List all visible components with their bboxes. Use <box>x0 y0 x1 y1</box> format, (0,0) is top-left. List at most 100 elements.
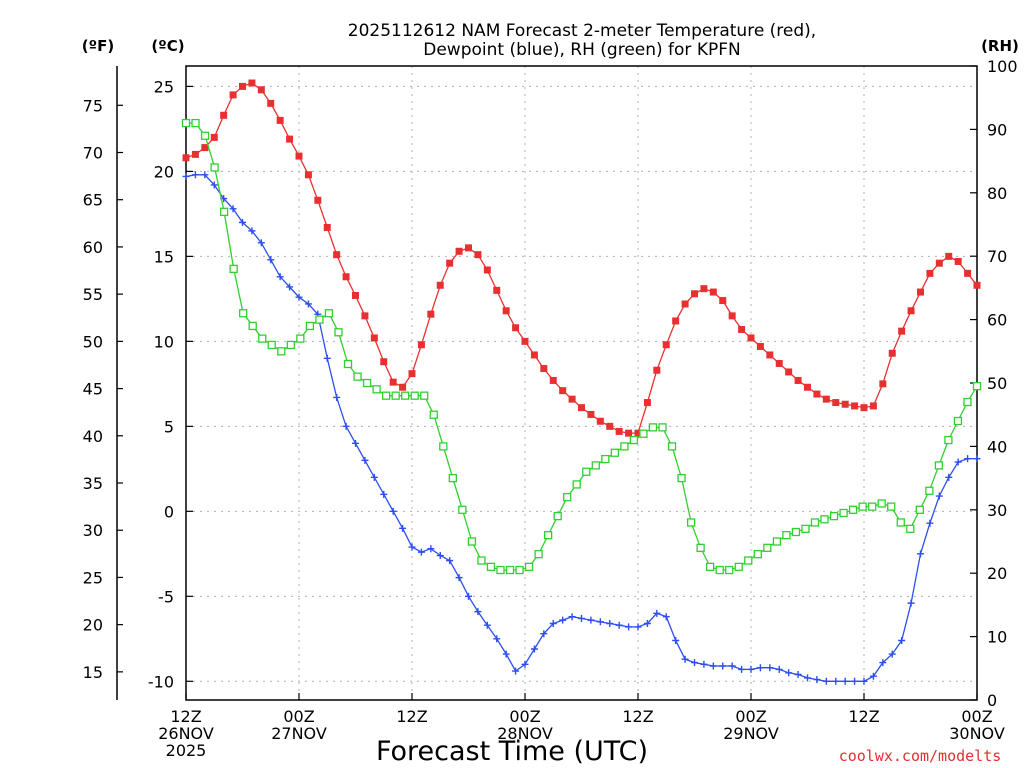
x-tick-label: 00Z <box>961 707 992 726</box>
dewpoint-point <box>286 283 294 291</box>
temperature-point <box>945 252 953 260</box>
rh-point <box>629 435 639 445</box>
temperature-point <box>738 325 746 333</box>
temperature-point <box>304 171 312 179</box>
rh-point <box>620 442 629 451</box>
rh-tick-label: 30 <box>987 501 1007 520</box>
rh-point <box>772 537 782 546</box>
rh-point <box>906 524 915 533</box>
rh-point <box>458 505 467 514</box>
dewpoint-point <box>832 677 840 685</box>
rh-point <box>553 511 562 521</box>
temperature-point <box>521 337 529 345</box>
temperature-point <box>709 288 717 296</box>
rh-point <box>200 131 210 140</box>
rh-point <box>296 334 305 343</box>
temperature-point <box>417 341 425 349</box>
fahrenheit-unit-label: (ºF) <box>82 37 114 55</box>
temperature-point <box>210 133 218 141</box>
dewpoint-point <box>210 181 218 189</box>
data-series <box>181 79 982 685</box>
rh-point <box>267 340 276 350</box>
x-tick-label: 00Z <box>509 707 540 726</box>
temperature-point <box>436 281 444 289</box>
dewpoint-point <box>530 645 538 653</box>
dewpoint-point <box>578 614 585 622</box>
rh-point <box>448 473 457 483</box>
x-tick-label: 2025 <box>166 741 207 760</box>
dewpoint-point <box>399 524 407 532</box>
dewpoint-point <box>568 613 576 621</box>
temperature-point <box>267 99 275 107</box>
x-tick-label: 00Z <box>735 707 766 726</box>
temperature-point <box>257 86 265 94</box>
fahrenheit-tick-label: 35 <box>83 474 103 493</box>
rh-point <box>420 391 429 400</box>
fahrenheit-tick-label: 20 <box>83 616 103 635</box>
rh-point <box>277 347 286 356</box>
dewpoint-point <box>841 677 849 685</box>
temperature-point <box>954 257 962 265</box>
x-tick-label: 30NOV <box>949 724 1005 743</box>
fahrenheit-tick-label: 25 <box>83 568 103 587</box>
temperature-point <box>615 427 623 435</box>
dewpoint-point <box>926 519 934 527</box>
rh-point <box>486 562 496 572</box>
temperature-point <box>191 150 199 158</box>
rh-point <box>505 565 515 575</box>
series-dewpoint <box>182 171 981 685</box>
rh-point <box>896 518 905 527</box>
dewpoint-point <box>239 218 246 226</box>
rh-point <box>334 328 343 337</box>
temperature-point <box>295 152 303 160</box>
temperature-point <box>775 359 783 367</box>
rh-unit-label: (RH) <box>981 37 1019 55</box>
dewpoint-point <box>333 393 341 401</box>
x-tick-label: 12Z <box>848 707 879 726</box>
grid-lines <box>186 66 977 700</box>
x-tick-label: 29NOV <box>723 724 779 743</box>
temperature-point <box>474 251 482 259</box>
rh-point <box>401 391 410 400</box>
rh-point <box>706 562 715 572</box>
dewpoint-point <box>935 492 943 500</box>
series-line <box>186 122 978 571</box>
dewpoint-point <box>954 458 962 466</box>
temperature-point <box>361 312 369 320</box>
temperature-point <box>314 196 322 204</box>
rh-point <box>734 562 743 572</box>
temperature-point <box>851 402 859 410</box>
temperature-point <box>832 399 840 407</box>
dewpoint-point <box>625 623 633 631</box>
dewpoint-point <box>794 671 802 679</box>
fahrenheit-tick-label: 70 <box>83 143 103 162</box>
plot-frame <box>185 65 978 701</box>
temperature-point <box>229 91 237 99</box>
dewpoint-point <box>248 227 256 235</box>
fahrenheit-tick-label: 15 <box>83 663 103 682</box>
dewpoint-point <box>549 620 557 628</box>
rh-point <box>953 416 963 426</box>
series-line <box>185 82 978 434</box>
rh-point <box>648 423 658 432</box>
celsius-tick-label: 0 <box>164 502 174 521</box>
dewpoint-point <box>512 667 520 675</box>
temperature-point <box>917 288 924 296</box>
rh-point <box>791 527 801 537</box>
rh-point <box>381 391 391 400</box>
temperature-point <box>483 266 491 274</box>
dewpoint-point <box>342 422 350 430</box>
temperature-point <box>399 383 407 391</box>
rh-point <box>534 550 543 559</box>
rh-point <box>391 391 400 400</box>
rh-point <box>677 473 686 483</box>
fahrenheit-tick-label: 30 <box>83 521 103 540</box>
rh-point <box>543 531 553 540</box>
dewpoint-point <box>389 507 397 515</box>
rh-point <box>848 505 858 514</box>
rh-point <box>725 565 734 575</box>
dewpoint-point <box>521 660 529 668</box>
rh-point <box>753 550 762 559</box>
dewpoint-point <box>643 620 651 628</box>
temperature-point <box>662 341 670 349</box>
